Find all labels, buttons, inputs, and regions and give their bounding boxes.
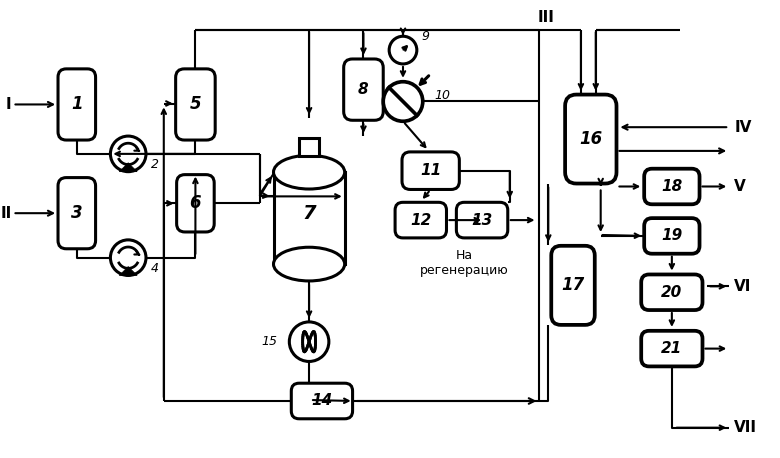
FancyBboxPatch shape [176, 174, 214, 232]
Text: 11: 11 [420, 163, 441, 178]
Text: На
регенерацию: На регенерацию [420, 249, 509, 277]
Text: III: III [537, 11, 555, 25]
FancyBboxPatch shape [291, 383, 353, 419]
Text: 5: 5 [190, 95, 201, 114]
FancyBboxPatch shape [551, 246, 595, 325]
FancyBboxPatch shape [402, 152, 459, 190]
Bar [274, 172, 345, 264]
Text: 20: 20 [661, 285, 682, 300]
Text: 14: 14 [311, 393, 332, 409]
Ellipse shape [274, 247, 345, 281]
Polygon shape [119, 267, 137, 275]
Text: 12: 12 [410, 213, 431, 228]
Text: 1: 1 [71, 95, 83, 114]
Text: 15: 15 [261, 335, 278, 348]
Text: 3: 3 [71, 204, 83, 222]
FancyBboxPatch shape [641, 331, 703, 366]
Text: II: II [0, 206, 12, 221]
Text: 16: 16 [580, 130, 602, 148]
Bar [299, 138, 319, 156]
Text: VI: VI [734, 279, 751, 294]
FancyBboxPatch shape [644, 169, 700, 204]
FancyBboxPatch shape [176, 69, 215, 140]
Text: V: V [734, 179, 746, 194]
FancyBboxPatch shape [456, 202, 508, 238]
Text: 2: 2 [151, 158, 159, 171]
Text: 10: 10 [434, 89, 451, 102]
FancyBboxPatch shape [565, 94, 616, 184]
Text: 9: 9 [422, 30, 430, 43]
FancyBboxPatch shape [344, 59, 383, 120]
Text: IV: IV [734, 120, 751, 135]
FancyBboxPatch shape [641, 274, 703, 310]
Text: 7: 7 [303, 204, 316, 223]
Text: I: I [6, 97, 12, 112]
Text: VII: VII [734, 420, 757, 435]
Text: 13: 13 [471, 213, 493, 228]
Ellipse shape [274, 155, 345, 189]
Text: 6: 6 [190, 194, 201, 213]
Text: 8: 8 [358, 82, 369, 97]
Text: 18: 18 [661, 179, 682, 194]
Text: 17: 17 [562, 276, 585, 294]
Text: 21: 21 [661, 341, 682, 356]
Polygon shape [119, 163, 137, 172]
Text: 19: 19 [661, 229, 682, 243]
Text: 4: 4 [151, 262, 159, 275]
FancyBboxPatch shape [644, 218, 700, 254]
FancyBboxPatch shape [58, 178, 96, 249]
FancyBboxPatch shape [395, 202, 446, 238]
FancyBboxPatch shape [58, 69, 96, 140]
